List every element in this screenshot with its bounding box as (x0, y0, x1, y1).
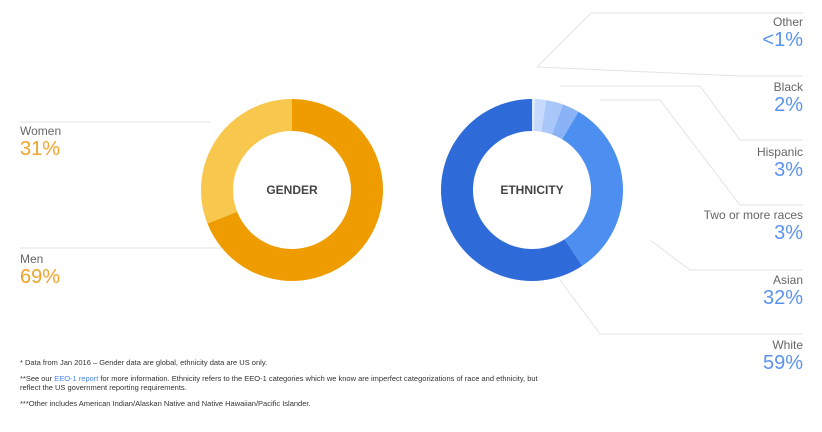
footnote-other: ***Other includes American Indian/Alaska… (20, 399, 311, 408)
value-hispanic: 3% (774, 159, 803, 181)
ethnicity-donut-hole (474, 132, 590, 248)
label-black: Black (773, 80, 803, 94)
footnote-eeo-prefix: **See our (20, 374, 55, 383)
label-two-or-more: Two or more races (703, 208, 803, 222)
footnote-eeo-suffix: for more information. Ethnicity refers t… (20, 374, 538, 392)
value-white: 59% (762, 352, 803, 374)
label-asian: Asian (772, 273, 803, 287)
slice-women (201, 99, 292, 224)
slice-other (532, 99, 535, 132)
legend-women: Women 31% (20, 124, 61, 161)
value-men: 69% (20, 266, 61, 288)
value-black: 2% (774, 94, 803, 116)
eeo-1-report-link[interactable]: EEO-1 report (54, 374, 99, 383)
value-women: 31% (20, 138, 61, 160)
gender-chart-title: GENDER (266, 183, 318, 197)
label-hispanic: Hispanic (756, 145, 803, 159)
legend-men: Men 69% (20, 252, 60, 289)
legend-hispanic: Hispanic 3% (757, 145, 803, 182)
slice-white (441, 99, 583, 281)
slice-men (207, 99, 384, 281)
label-women: Women (20, 124, 62, 138)
footnote-eeo: **See our EEO-1 report for more informat… (20, 374, 540, 392)
leader-line-asian-a (649, 239, 691, 271)
slice-asian (562, 111, 623, 266)
label-other: Other (772, 15, 803, 29)
legend-white: White 59% (763, 338, 803, 375)
label-white: White (772, 338, 803, 352)
legend-other: Other <1% (762, 15, 803, 52)
legend-black: Black 2% (774, 80, 803, 117)
gender-donut-hole (234, 132, 350, 248)
legend-asian: Asian 32% (763, 273, 803, 310)
leader-line-black-a (536, 66, 741, 77)
slice-hispanic (541, 100, 563, 135)
value-two-or-more: 3% (774, 222, 803, 244)
ethnicity-chart-title: ETHNICITY (500, 183, 564, 197)
leader-line-other (536, 12, 592, 68)
slice-black (533, 99, 547, 132)
leader-line-hispanic-b (699, 85, 741, 141)
value-asian: 32% (762, 287, 803, 309)
label-men: Men (20, 252, 44, 266)
slice-two-or-more (552, 104, 579, 140)
leader-line-white-a (559, 279, 601, 335)
footnotes: * Data from Jan 2016 – Gender data are g… (20, 358, 540, 415)
value-other: <1% (762, 29, 803, 51)
legend-two-or-more: Two or more races 3% (704, 208, 803, 245)
footnote-data-source: * Data from Jan 2016 – Gender data are g… (20, 358, 268, 367)
leader-line-two-b (659, 99, 741, 206)
